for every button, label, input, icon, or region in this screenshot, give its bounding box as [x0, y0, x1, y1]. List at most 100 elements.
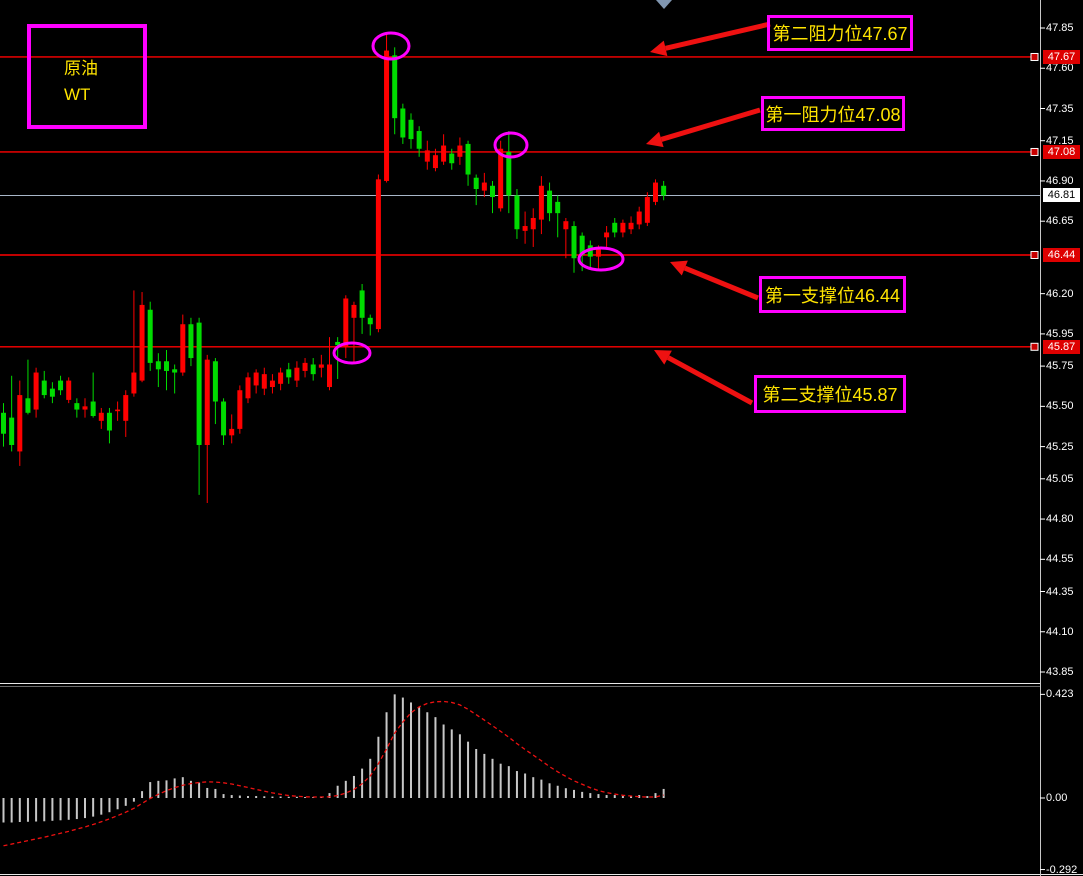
histogram-bar — [426, 712, 429, 798]
histogram-bar — [613, 795, 616, 798]
histogram-bar — [198, 782, 201, 798]
histogram-bar — [654, 793, 657, 798]
candle — [449, 153, 455, 164]
candle — [359, 290, 365, 318]
candle — [636, 211, 642, 225]
candle — [465, 143, 471, 175]
histogram-bar — [556, 785, 559, 798]
arrow-shaft-3[interactable] — [683, 265, 759, 301]
level-line-handle[interactable] — [1030, 52, 1039, 61]
highlight-circle-3[interactable] — [577, 246, 625, 272]
histogram-bar — [385, 712, 388, 798]
candle — [172, 369, 178, 373]
candle — [106, 412, 112, 431]
histogram-bar — [434, 717, 437, 798]
candle — [204, 359, 210, 445]
arrow-shaft-1[interactable] — [665, 21, 771, 51]
highlight-circle-2[interactable] — [493, 131, 529, 159]
histogram-bar — [263, 796, 266, 798]
candle — [400, 108, 406, 138]
arrow-shaft-4[interactable] — [666, 355, 754, 406]
candle — [164, 361, 169, 371]
histogram-bar — [581, 791, 584, 798]
histogram-bar — [401, 697, 404, 798]
histogram-bar — [499, 763, 502, 798]
histogram-bar — [116, 798, 119, 810]
candle — [261, 374, 267, 389]
candle — [1, 412, 6, 434]
histogram-bar — [141, 791, 144, 798]
histogram-bar — [222, 794, 225, 798]
arrow-shaft-2[interactable] — [660, 107, 761, 142]
histogram-bar — [328, 793, 331, 798]
histogram-bar — [467, 741, 470, 798]
candle — [253, 372, 259, 386]
histogram-bar — [352, 775, 355, 798]
candle — [25, 398, 31, 413]
candle — [318, 364, 324, 368]
candle — [302, 362, 308, 371]
level-line-handle[interactable] — [1030, 147, 1039, 156]
candle — [514, 195, 520, 230]
histogram-bar — [646, 796, 649, 798]
histogram-bar — [524, 773, 527, 798]
candle — [375, 179, 381, 330]
candle — [327, 364, 332, 388]
histogram-bar — [206, 787, 209, 798]
histogram-bar — [393, 694, 396, 798]
histogram-bar — [51, 798, 54, 821]
histogram-bar — [108, 798, 111, 813]
histogram-bar — [638, 795, 641, 798]
candle — [82, 406, 88, 410]
candle — [506, 151, 512, 196]
histogram-bar — [475, 749, 478, 798]
candle — [229, 428, 235, 436]
histogram-bar — [483, 753, 486, 798]
candle — [221, 401, 227, 436]
candle — [457, 145, 463, 157]
histogram-bar — [59, 798, 62, 821]
candle — [392, 55, 398, 119]
candle — [139, 304, 145, 381]
candle — [115, 409, 121, 412]
candle — [530, 217, 536, 230]
histogram-bar — [458, 734, 461, 798]
histogram-bar — [10, 798, 13, 823]
candle — [66, 380, 72, 400]
candle — [498, 148, 504, 209]
candle — [661, 185, 667, 196]
candle — [269, 380, 275, 388]
candle — [335, 341, 341, 346]
candle — [579, 235, 585, 256]
candle — [196, 322, 202, 445]
highlight-circle-4[interactable] — [332, 341, 372, 365]
histogram-bar — [450, 729, 453, 798]
histogram-bar — [26, 798, 29, 822]
candle — [41, 380, 47, 396]
histogram-bar — [287, 796, 290, 798]
candle — [188, 324, 194, 359]
histogram-bar — [2, 798, 5, 823]
candle — [432, 155, 438, 169]
arrow-head-icon — [646, 131, 664, 148]
histogram-bar — [84, 798, 86, 819]
chart-end-marker-icon — [656, 0, 672, 9]
level-line-handle[interactable] — [1030, 251, 1039, 260]
histogram-bar — [548, 783, 551, 798]
histogram-bar — [67, 798, 70, 820]
histogram-bar — [597, 794, 600, 798]
highlight-circle-1[interactable] — [371, 31, 411, 61]
candle — [555, 201, 561, 214]
histogram-bar — [442, 724, 445, 798]
level-line-handle[interactable] — [1030, 342, 1039, 351]
candle — [595, 248, 601, 257]
histogram-bar — [157, 780, 160, 798]
candle — [294, 367, 300, 381]
histogram-bar — [573, 789, 575, 798]
candle — [49, 388, 55, 397]
candle — [604, 232, 610, 238]
candle — [563, 221, 569, 230]
histogram-bar — [230, 795, 233, 798]
candle — [367, 317, 373, 325]
